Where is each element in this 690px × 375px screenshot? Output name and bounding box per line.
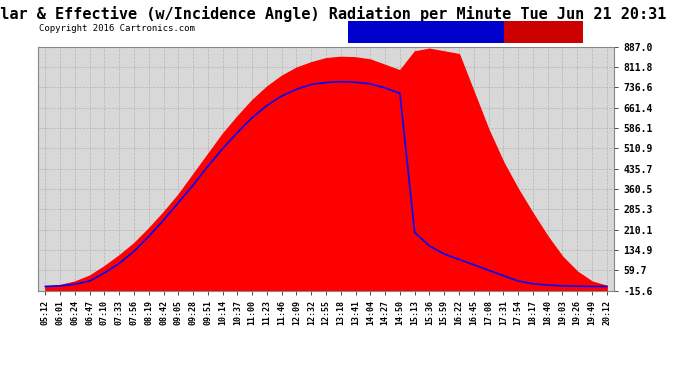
Text: Copyright 2016 Cartronics.com: Copyright 2016 Cartronics.com bbox=[39, 24, 195, 33]
Text: Radiation (w/m2): Radiation (w/m2) bbox=[506, 27, 591, 36]
Text: Solar & Effective (w/Incidence Angle) Radiation per Minute Tue Jun 21 20:31: Solar & Effective (w/Incidence Angle) Ra… bbox=[0, 6, 667, 22]
Text: Radiation (Effective w/m2): Radiation (Effective w/m2) bbox=[351, 27, 488, 36]
